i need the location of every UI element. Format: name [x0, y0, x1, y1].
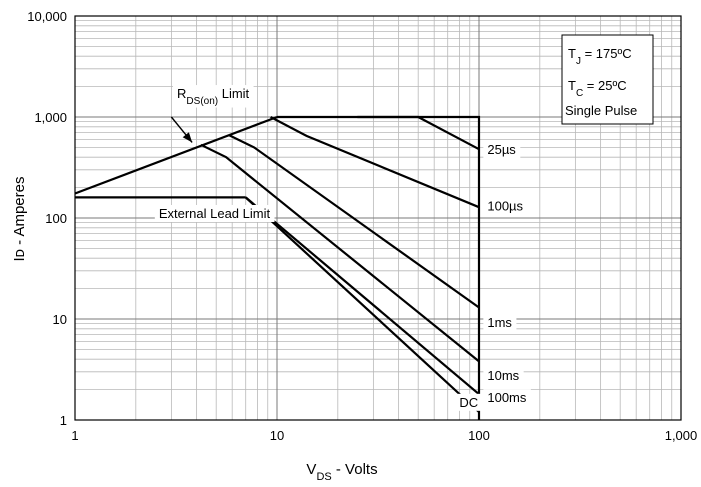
label-background	[483, 389, 531, 407]
condition-pulse: Single Pulse	[565, 103, 637, 118]
curve-dc	[244, 196, 480, 396]
curve-label-t100ms: 100ms	[483, 389, 531, 407]
y-tick-label: 10	[53, 312, 67, 327]
y-tick-label: 1,000	[34, 110, 67, 125]
curve-label-lead-limit: External Lead Limit	[154, 205, 275, 222]
label-background	[483, 197, 528, 215]
label-background	[154, 205, 275, 222]
condition-tc: TC = 25ºC	[568, 78, 627, 99]
label-background	[483, 366, 524, 384]
curve-label-t100us: 100µs	[483, 197, 528, 215]
curve-t100ms	[200, 143, 480, 363]
y-tick-label: 100	[45, 211, 67, 226]
label-text: 100ms	[487, 390, 527, 405]
curve-label-t10ms: 10ms	[483, 366, 524, 384]
label-main: R	[177, 86, 186, 101]
tick-labels: 1 10 100 1,000 1 10 100 1,000 10,000	[27, 9, 697, 443]
rds-arrow-head	[182, 132, 193, 143]
label-sub: DS(on)	[186, 96, 218, 107]
label-text: 100µs	[487, 198, 523, 213]
label-text: 10ms	[487, 368, 519, 383]
label-text: 1ms	[487, 315, 512, 330]
curve-t1ms	[270, 116, 480, 209]
curve-dc-lead	[244, 196, 480, 413]
condition-tj: TJ = 175ºC	[568, 46, 632, 67]
x-axis-label: VDS - Volts	[306, 461, 377, 482]
x-tick-label: 10	[270, 428, 284, 443]
label-background	[483, 314, 517, 332]
curve-label-t1ms: 1ms	[483, 314, 517, 332]
label-background	[455, 393, 483, 411]
curve-label-dc: DC	[455, 393, 483, 411]
conditions-box: TJ = 175ºC TC = 25ºC Single Pulse	[561, 34, 654, 125]
curve-rds-limit	[74, 115, 278, 195]
y-axis-label: Iᴅ - Amperes	[11, 177, 28, 262]
x-tick-label: 100	[468, 428, 490, 443]
curve-t10ms	[228, 134, 480, 309]
curve-label-t25us: 25µs	[483, 141, 521, 159]
curve-label-rds-limit: RDS(on) Limit	[173, 85, 254, 108]
x-tick-label: 1,000	[665, 428, 698, 443]
x-tick-label: 1	[71, 428, 78, 443]
label-text: RDS(on) Limit	[177, 86, 250, 107]
y-tick-label: 10,000	[27, 9, 67, 24]
curve-labels: RDS(on) Limit External Lead Limit 25µs 100µ…	[154, 85, 531, 411]
label-text: External Lead Limit	[159, 206, 271, 221]
label-text: 25µs	[487, 142, 516, 157]
y-tick-label: 1	[60, 413, 67, 428]
label-rest: Limit	[218, 86, 249, 101]
label-text: DC	[459, 395, 478, 410]
curve-t25us	[277, 115, 481, 420]
label-background	[483, 141, 521, 159]
plot-frame	[74, 15, 682, 421]
curve-t100us	[357, 115, 480, 151]
curves	[74, 115, 481, 420]
label-background	[173, 85, 254, 108]
